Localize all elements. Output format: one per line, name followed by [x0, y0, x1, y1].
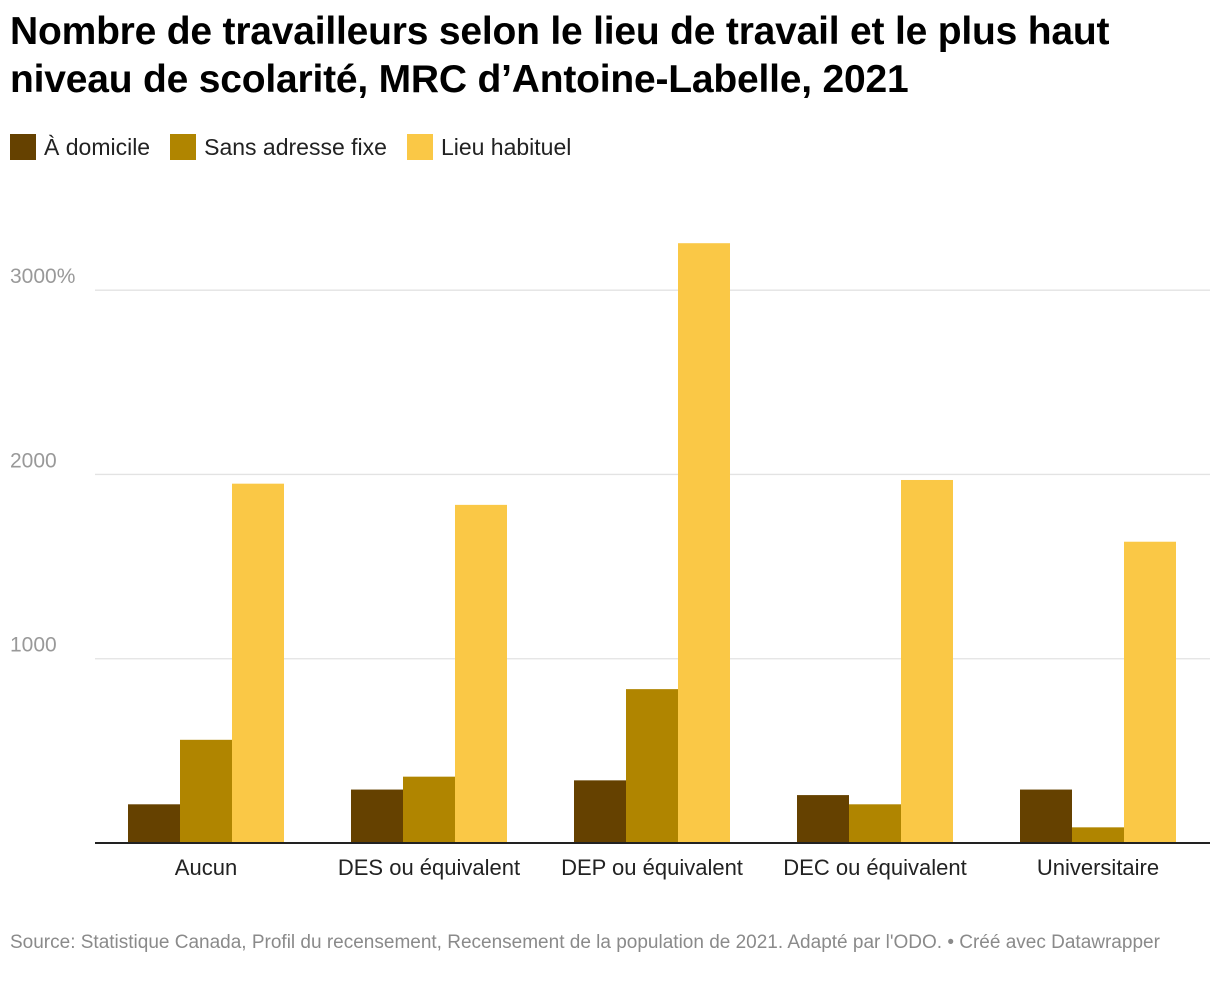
x-tick-label-des-ou-equivalent: DES ou équivalent: [338, 855, 520, 880]
bar-dec-ou-equivalent-sans-adresse-fixe: [849, 804, 901, 843]
bar-dec-ou-equivalent-lieu-habituel: [901, 479, 953, 843]
legend: À domicile Sans adresse fixe Lieu habitu…: [10, 132, 591, 162]
y-tick-label-3000: 3000%: [10, 265, 75, 288]
bar-dep-ou-equivalent-sans-adresse-fixe: [626, 689, 678, 843]
source-note: Source: Statistique Canada, Profil du re…: [10, 930, 1210, 955]
x-tick-label-dec-ou-equivalent: DEC ou équivalent: [783, 855, 966, 880]
bar-dep-ou-equivalent-lieu-habituel: [678, 243, 730, 843]
x-tick-label-universitaire: Universitaire: [1037, 855, 1159, 880]
bar-aucun-lieu-habituel: [232, 483, 284, 843]
legend-label-lieu-habituel: Lieu habituel: [440, 133, 572, 160]
legend-item-a-domicile: À domicile: [10, 134, 150, 161]
bar-universitaire-sans-adresse-fixe: [1072, 827, 1124, 843]
bar-universitaire-lieu-habituel: [1124, 541, 1176, 843]
bar-des-ou-equivalent-sans-adresse-fixe: [403, 776, 455, 843]
legend-swatch-sans-adresse-fixe: [170, 134, 197, 160]
x-tick-label-aucun: Aucun: [175, 855, 237, 880]
bar-des-ou-equivalent-a-domicile: [351, 789, 403, 843]
legend-label-sans-adresse-fixe: Sans adresse fixe: [204, 133, 387, 160]
y-tick-label-1000: 1000: [10, 634, 57, 657]
x-tick-label-dep-ou-equivalent: DEP ou équivalent: [561, 855, 743, 880]
bar-dep-ou-equivalent-a-domicile: [574, 780, 626, 843]
bar-dec-ou-equivalent-a-domicile: [797, 795, 849, 843]
legend-item-lieu-habituel: Lieu habituel: [406, 133, 572, 161]
y-tick-label-2000: 2000: [10, 449, 57, 472]
bar-des-ou-equivalent-lieu-habituel: [455, 504, 507, 843]
legend-swatch-a-domicile: [10, 134, 36, 160]
source-text: Source: Statistique Canada, Profil du re…: [10, 932, 943, 953]
bar-chart: 1000 2000 3000% Aucun DES ou équivalent DEP o…: [10, 243, 1210, 880]
chart-title: Nombre de travailleurs selon le lieu de …: [10, 10, 1110, 101]
legend-swatch-lieu-habituel: [406, 134, 433, 160]
legend-item-sans-adresse-fixe: Sans adresse fixe: [170, 134, 387, 161]
bar-aucun-a-domicile: [128, 804, 180, 843]
bar-universitaire-a-domicile: [1020, 789, 1072, 843]
legend-label-a-domicile: À domicile: [44, 133, 151, 160]
bar-aucun-sans-adresse-fixe: [180, 739, 232, 843]
credit-text: Créé avec Datawrapper: [959, 932, 1160, 953]
footer-separator: •: [947, 932, 954, 953]
